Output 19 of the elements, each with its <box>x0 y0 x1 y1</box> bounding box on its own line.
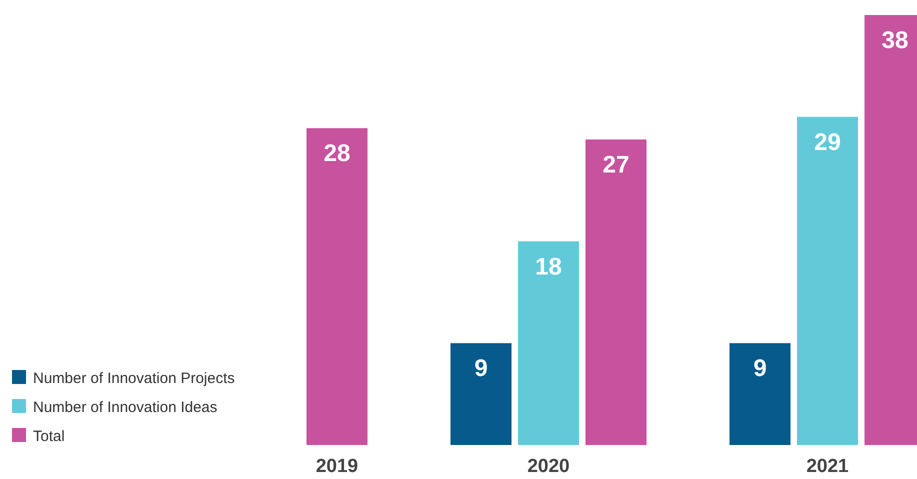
bar <box>450 343 512 445</box>
x-tick-label: 2019 <box>316 456 358 477</box>
legend-label: Number of Innovation Projects <box>33 370 235 387</box>
data-label: 27 <box>602 151 630 178</box>
x-tick-label: 2020 <box>527 456 570 477</box>
data-label: 29 <box>814 128 841 156</box>
legend-label: Number of Innovation Ideas <box>33 399 218 416</box>
data-label: 38 <box>882 27 908 54</box>
data-label: 18 <box>535 253 562 280</box>
bar <box>586 139 646 445</box>
data-label: 9 <box>474 355 488 382</box>
bar <box>730 343 790 445</box>
bar <box>797 116 858 445</box>
data-label: 28 <box>324 140 350 168</box>
x-tick-label: 2021 <box>806 456 850 477</box>
data-label: 9 <box>753 355 767 382</box>
legend-label: Total <box>33 428 65 445</box>
bar <box>306 128 368 445</box>
bar <box>518 241 579 445</box>
